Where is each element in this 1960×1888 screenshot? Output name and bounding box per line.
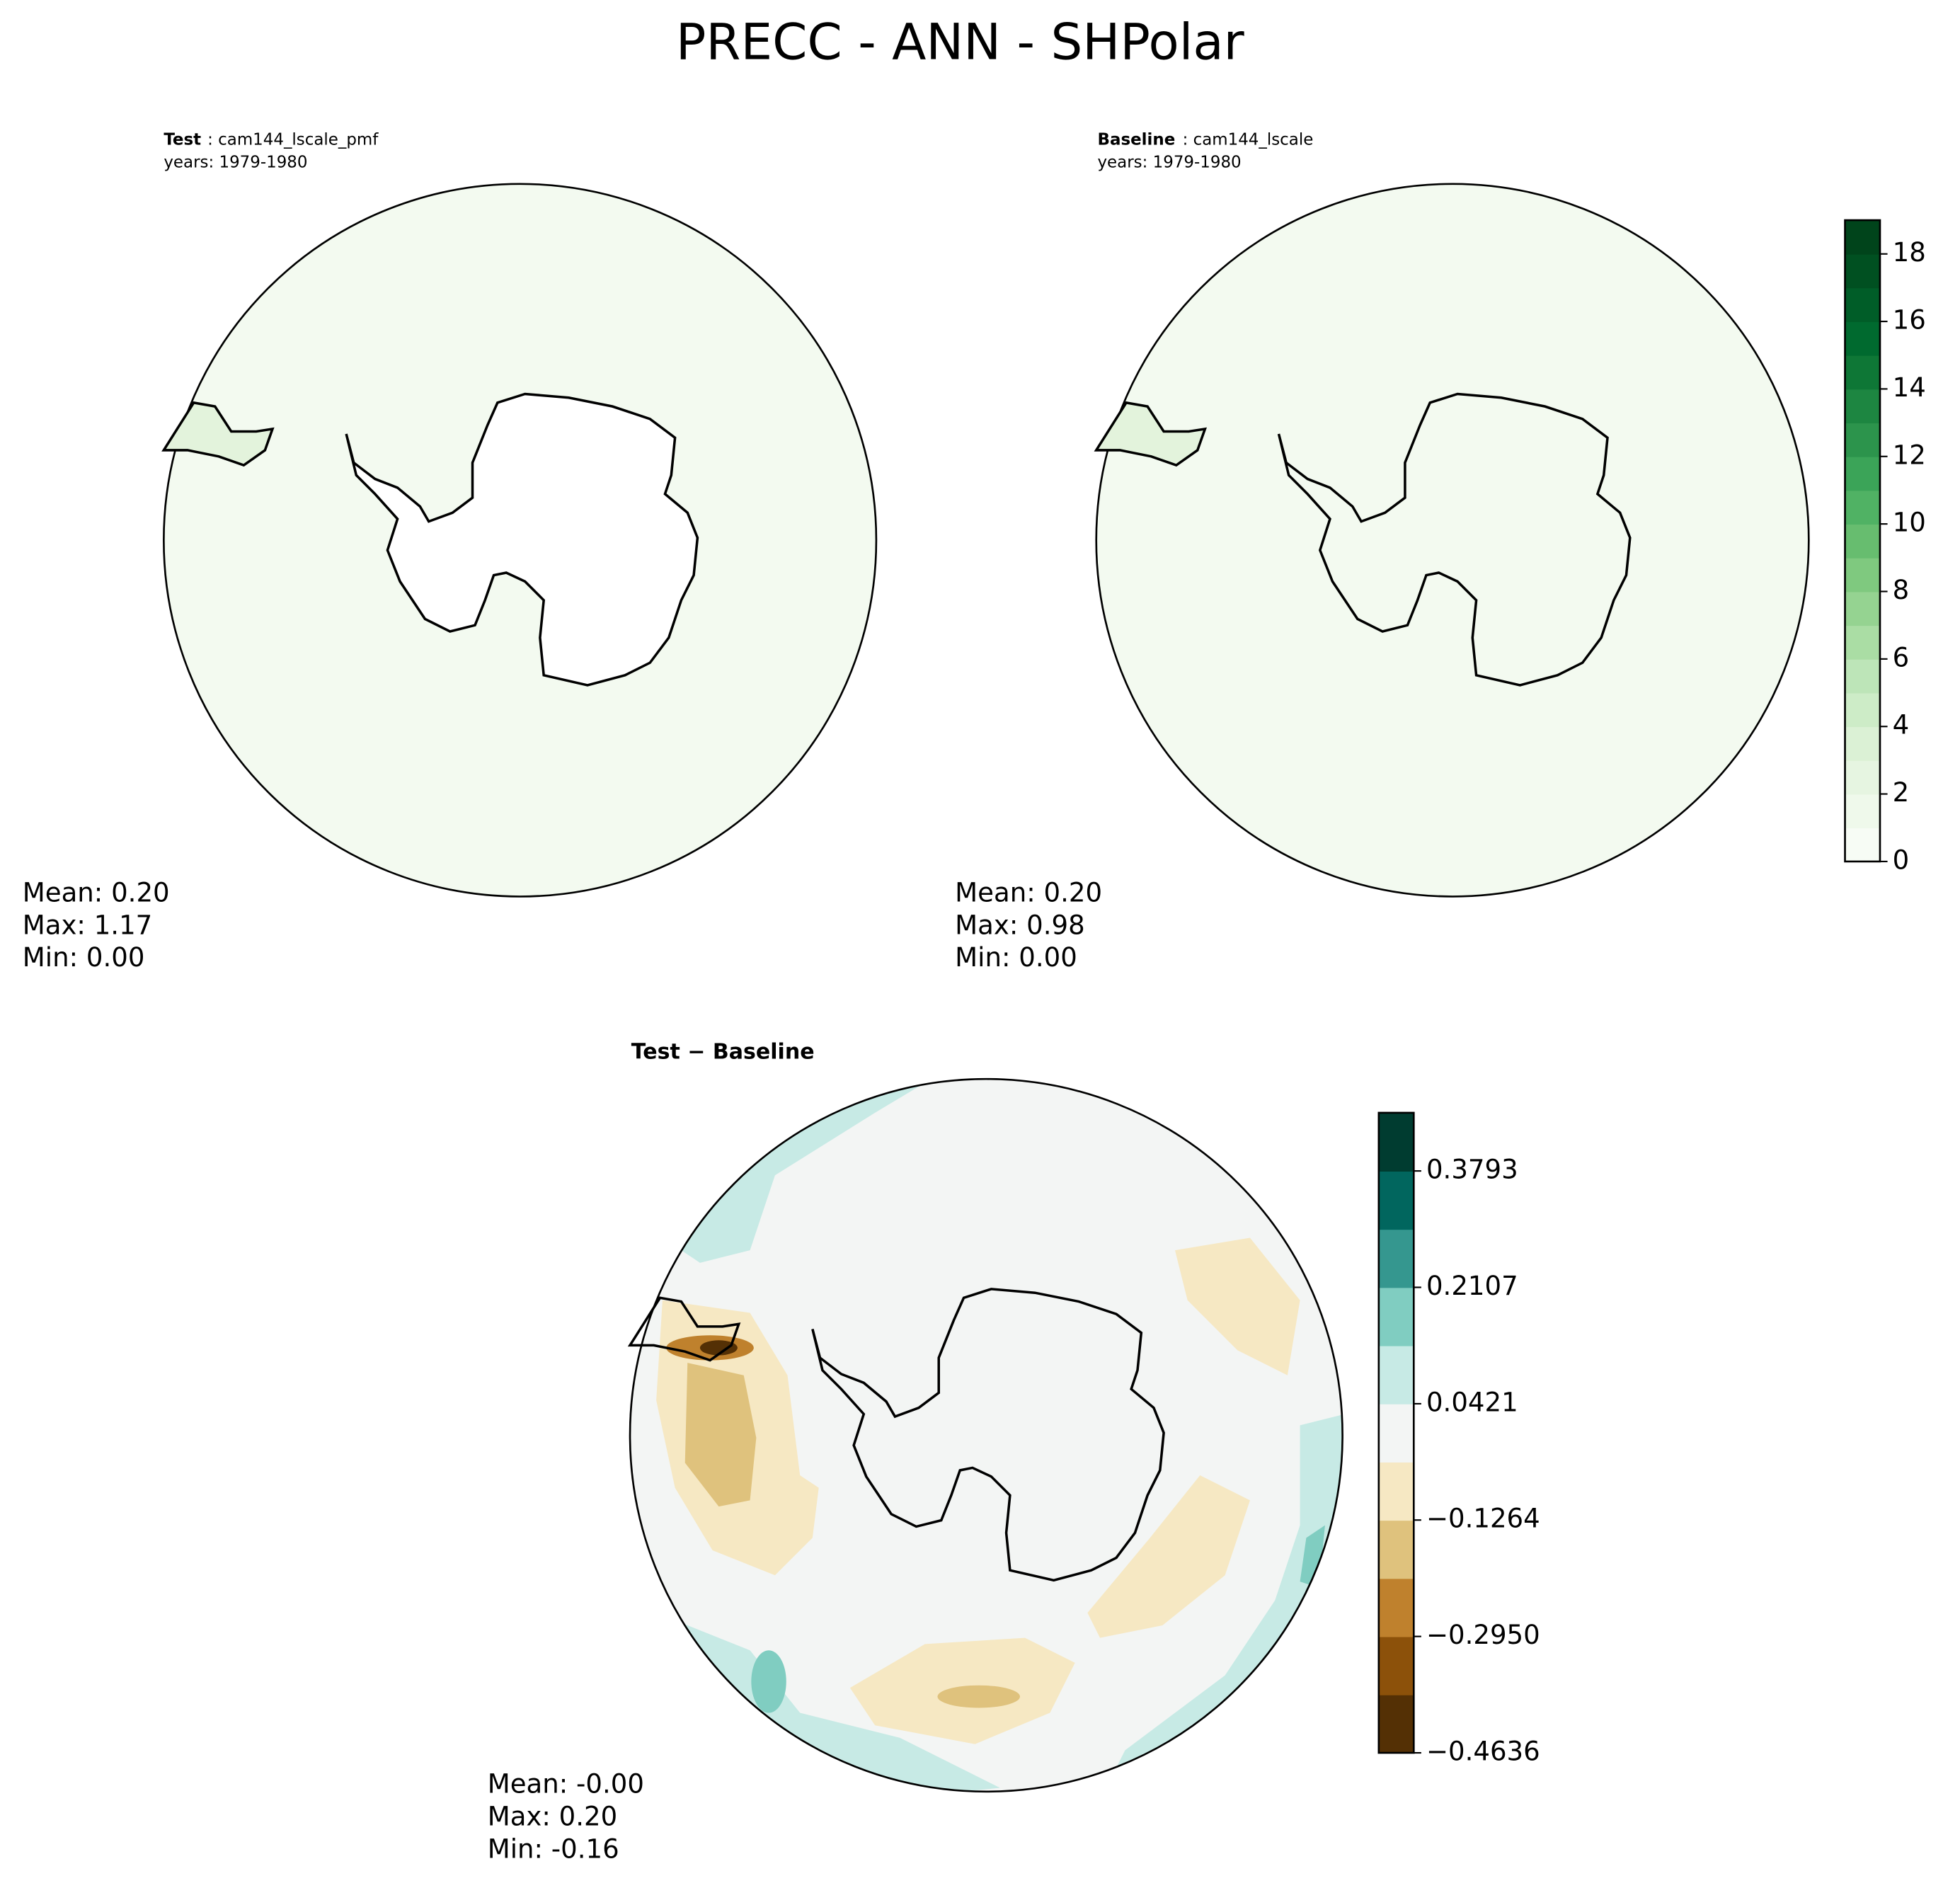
contour — [699, 1340, 738, 1356]
colorbar-tick-label: 8 — [1893, 575, 1910, 605]
colorbar-tick-label: −0.4636 — [1426, 1737, 1540, 1767]
contour — [630, 1600, 1000, 1792]
colorbar-frame — [1844, 219, 1881, 863]
colorbar-tick-label: 0.2107 — [1426, 1271, 1518, 1301]
colorbar-level — [1378, 1520, 1414, 1579]
stat-line: Max: 0.20 — [488, 1801, 617, 1831]
stat-line: Min: -0.16 — [488, 1833, 619, 1864]
contour — [1087, 1475, 1250, 1638]
colorbar-level — [1845, 287, 1880, 322]
colorbar-level — [1378, 1287, 1414, 1346]
colorbar-tick-label: 16 — [1893, 305, 1926, 336]
contour — [1174, 1237, 1300, 1375]
colorbar-level — [1845, 524, 1880, 559]
map-border — [629, 1077, 1343, 1793]
panel-label: Baseline — [1097, 130, 1175, 149]
colorbar-level — [1378, 1462, 1414, 1521]
colorbar-level — [1845, 591, 1880, 627]
stat-line: Max: 1.17 — [23, 910, 152, 940]
panel-years: years: 1979-1980 — [164, 153, 307, 171]
stat-line: Mean: -0.00 — [488, 1768, 644, 1799]
colorbar-level — [1378, 1171, 1414, 1230]
colorbar-level — [1845, 456, 1880, 491]
colorbar-level — [1378, 1636, 1414, 1695]
panel-case: : cam144_lscale_pmf — [207, 130, 379, 149]
figure-title: PRECC - ANN - SHPolar — [676, 12, 1245, 71]
colorbar-level — [1845, 253, 1880, 289]
stat-line: Mean: 0.20 — [23, 877, 170, 908]
panel-label: Test − Baseline — [631, 1040, 815, 1065]
stat-line: Max: 0.98 — [955, 910, 1084, 940]
colorbar-tick-label: 0.0421 — [1426, 1387, 1518, 1417]
stat-line: Min: 0.00 — [23, 942, 145, 973]
contour — [751, 1650, 786, 1713]
colorbar-level — [1845, 423, 1880, 457]
colorbar-tick-label: 10 — [1893, 508, 1926, 538]
colorbar-level — [1845, 321, 1880, 356]
map-disc — [1095, 183, 1810, 898]
panel-case: : cam144_lscale — [1183, 130, 1314, 149]
colorbar-level — [1378, 1578, 1414, 1637]
colorbar-level — [1845, 625, 1880, 660]
colorbar-tick-label: 18 — [1893, 237, 1926, 268]
colorbar-tick-label: 14 — [1893, 372, 1926, 403]
colorbar-tick-label: 6 — [1893, 642, 1910, 673]
colorbar-tick-label: −0.1264 — [1426, 1504, 1540, 1534]
colorbar-level — [1845, 658, 1880, 694]
contour — [937, 1685, 1021, 1708]
colorbar-tick-label: −0.2950 — [1426, 1620, 1540, 1650]
colorbar-level — [1845, 760, 1880, 795]
colorbar-level — [1845, 794, 1880, 829]
colorbar-tick-label: 12 — [1893, 440, 1926, 470]
colorbar-level — [1845, 389, 1880, 423]
colorbar-level — [1845, 220, 1880, 255]
colorbar-tick-label: 0 — [1893, 845, 1910, 875]
colorbar-level — [1845, 355, 1880, 390]
colorbar-level — [1845, 557, 1880, 593]
stat-line: Mean: 0.20 — [955, 877, 1102, 908]
colorbar-level — [1845, 726, 1880, 761]
colorbar-level — [1845, 692, 1880, 728]
contour — [662, 1079, 938, 1263]
panel-label: Test — [164, 130, 201, 149]
panel-years: years: 1979-1980 — [1097, 153, 1241, 171]
colorbar-frame — [1377, 1111, 1415, 1754]
colorbar-level — [1378, 1229, 1414, 1288]
colorbar-level — [1378, 1694, 1414, 1753]
colorbar-level — [1378, 1345, 1414, 1404]
colorbar-tick-label: 0.3793 — [1426, 1155, 1518, 1185]
colorbar-level — [1378, 1403, 1414, 1463]
contour — [684, 1363, 757, 1507]
colorbar-tick-label: 4 — [1893, 710, 1910, 740]
colorbar-tick-label: 2 — [1893, 777, 1910, 808]
colorbar-level — [1845, 490, 1880, 525]
colorbar-level — [1378, 1112, 1414, 1172]
colorbar-level — [1845, 828, 1880, 862]
stat-line: Min: 0.00 — [955, 942, 1077, 973]
